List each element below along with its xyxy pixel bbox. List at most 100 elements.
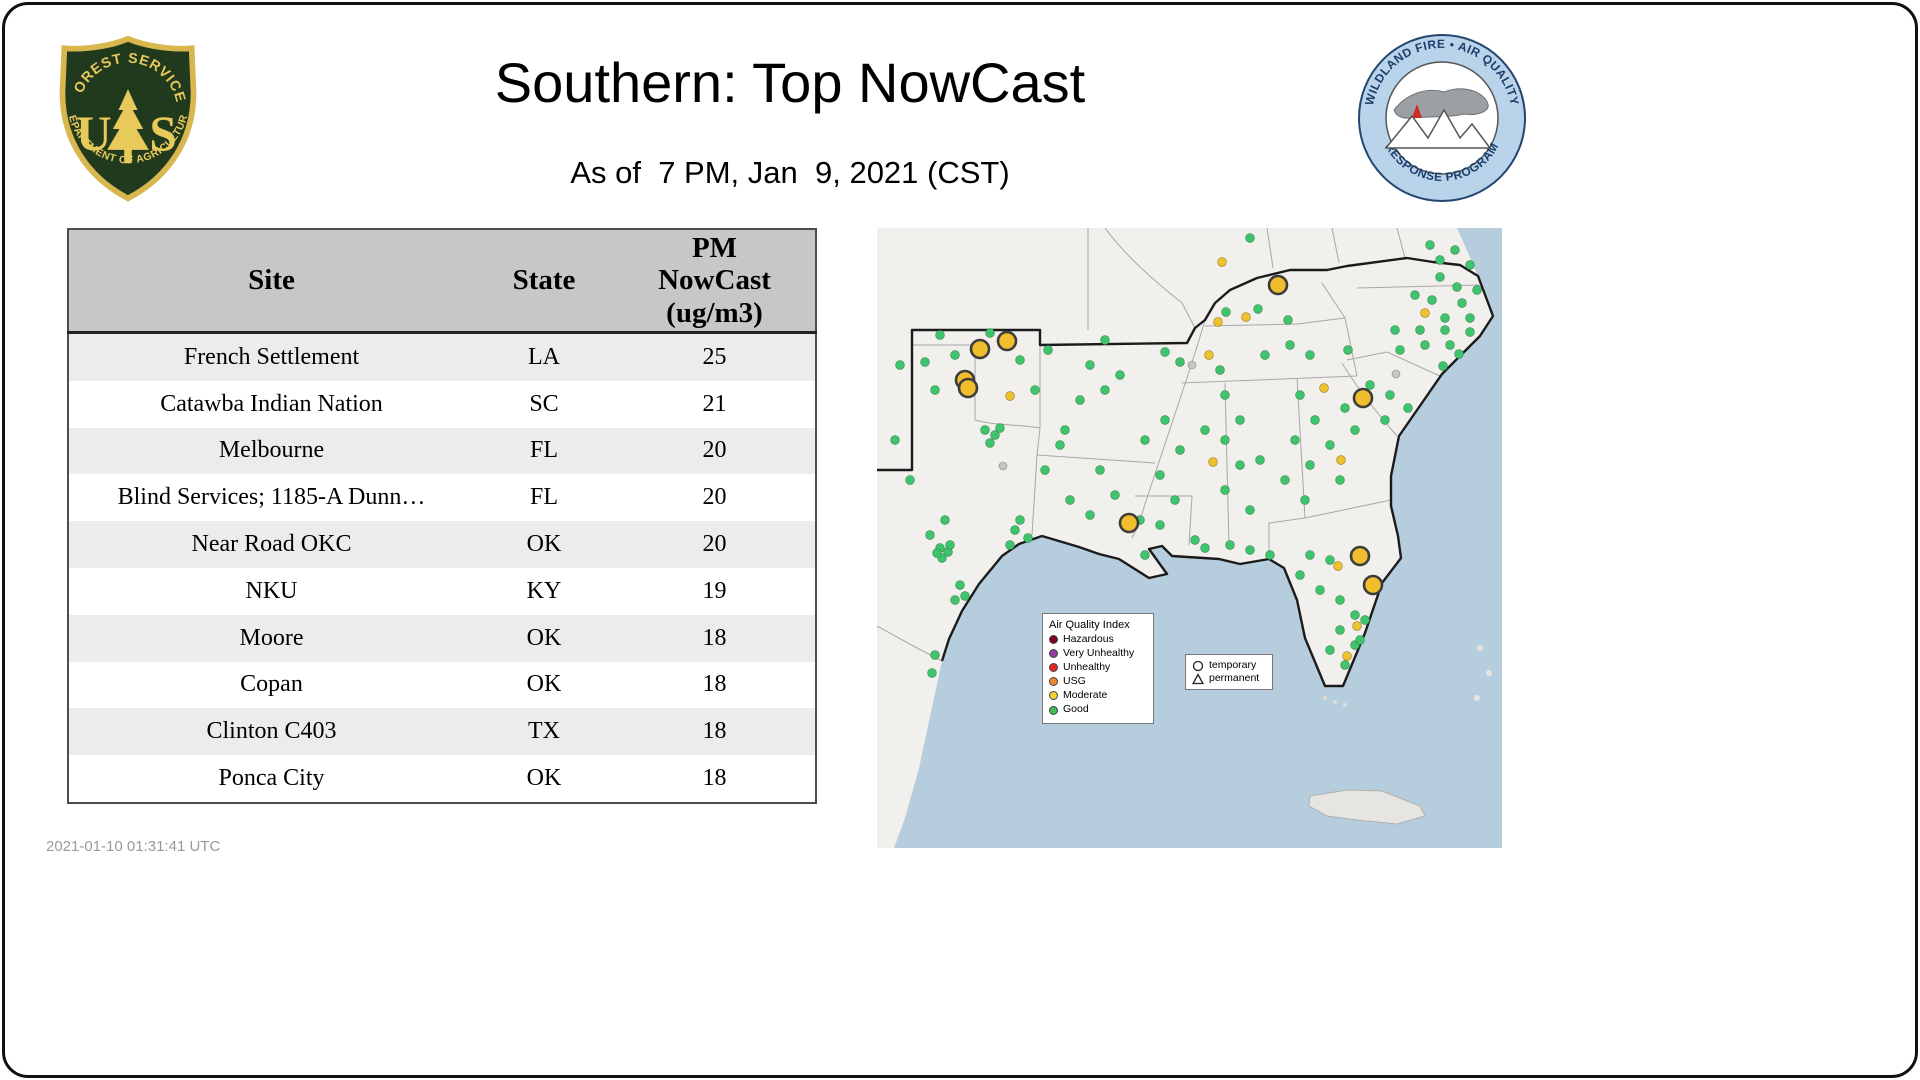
page-subtitle: As of 7 PM, Jan 9, 2021 (CST): [570, 155, 1010, 190]
cell-pm: 18: [702, 765, 727, 792]
site-marker-good: [1221, 307, 1231, 317]
site-marker-good: [1075, 395, 1085, 405]
cell-state: FL: [529, 484, 558, 511]
site-marker-good: [1380, 415, 1390, 425]
cell-state: KY: [526, 577, 562, 604]
site-marker-good: [1395, 345, 1405, 355]
florida-keys: [1323, 696, 1327, 700]
usfs-letter-u: U: [76, 106, 112, 161]
site-marker-good: [1290, 435, 1300, 445]
site-marker-good: [1438, 361, 1448, 371]
temporary-legend-row: temporary: [1192, 660, 1266, 672]
land: [877, 228, 1493, 848]
aqi-legend-label: Unhealthy: [1063, 661, 1111, 674]
cell-state: LA: [528, 343, 560, 370]
cell-site: French Settlement: [183, 343, 360, 370]
cell-pm: 25: [702, 343, 727, 370]
site-marker-good: [1245, 505, 1255, 515]
top-sites-table: Site State PM NowCast (ug/m3) French Set…: [67, 228, 817, 804]
site-marker-good: [1310, 415, 1320, 425]
aqi-legend-item: Hazardous: [1049, 633, 1147, 646]
site-marker-moderate: [1208, 457, 1218, 467]
mountains-graphic: [1384, 108, 1492, 149]
site-marker-good: [1215, 365, 1225, 375]
site-marker-good: [1220, 390, 1230, 400]
site-marker-good: [927, 668, 937, 678]
cell-site: Melbourne: [218, 437, 325, 464]
site-marker-top: [957, 377, 979, 399]
table-header-row: Site State PM NowCast (ug/m3): [68, 229, 816, 334]
cell-site: Ponca City: [218, 765, 325, 792]
site-marker-good: [895, 360, 905, 370]
site-marker-good: [1043, 345, 1053, 355]
site-marker-good: [1350, 425, 1360, 435]
site-marker-top: [1352, 387, 1374, 409]
site-marker-good: [1410, 290, 1420, 300]
usfs-logo: FOREST SERVICE U S DEPARTMENT OF AGRICUL…: [52, 34, 197, 202]
site-marker-good: [1355, 635, 1365, 645]
site-marker-good: [1200, 543, 1210, 553]
site-marker-good: [1445, 340, 1455, 350]
aqi-legend: Air Quality Index Hazardous Very Unhealth…: [1042, 613, 1154, 724]
site-marker-good: [1175, 445, 1185, 455]
usfs-letter-s: S: [149, 106, 176, 161]
col-header-state: State: [474, 229, 614, 334]
site-marker-good: [1265, 550, 1275, 560]
site-marker-good: [1255, 455, 1265, 465]
site-marker-moderate: [1319, 383, 1329, 393]
site-marker-good: [1452, 282, 1462, 292]
wfaqrp-logo: WILDLAND FIRE • AIR QUALITY RESPONSE PRO…: [1358, 34, 1526, 202]
table-row: Ponca City OK 18: [68, 755, 816, 803]
aqi-legend-item: Moderate: [1049, 690, 1147, 702]
site-marker-good: [1040, 465, 1050, 475]
site-marker-good: [925, 530, 935, 540]
aqi-legend-label: Moderate: [1063, 689, 1108, 702]
site-marker-nodata: [1391, 369, 1401, 379]
site-marker-good: [930, 385, 940, 395]
temporary-marker-icon: [1192, 660, 1204, 672]
site-marker-good: [1465, 260, 1475, 270]
aqi-color-dot: [1049, 691, 1058, 701]
site-marker-good: [1295, 570, 1305, 580]
site-marker-good: [1100, 385, 1110, 395]
site-marker-good: [1170, 495, 1180, 505]
site-marker-good: [1305, 550, 1315, 560]
table-row: Clinton C403 TX 18: [68, 708, 816, 756]
site-marker-good: [1415, 325, 1425, 335]
site-marker-good: [1325, 555, 1335, 565]
aqi-legend-items: Hazardous Very Unhealthy Unhealthy USG Moder…: [1049, 633, 1147, 716]
site-marker-good: [1335, 475, 1345, 485]
cell-site: Copan: [240, 671, 303, 698]
southeast-map: [877, 228, 1502, 848]
table-row: NKU KY 19: [68, 568, 816, 615]
site-marker-good: [1225, 540, 1235, 550]
site-marker-good: [1160, 347, 1170, 357]
cell-pm: 18: [702, 624, 727, 651]
site-marker-good: [1160, 415, 1170, 425]
site-marker-good: [1315, 585, 1325, 595]
site-marker-good: [1335, 625, 1345, 635]
aqi-legend-item: Very Unhealthy: [1049, 647, 1147, 660]
aqi-legend-label: Very Unhealthy: [1063, 647, 1135, 660]
cell-site: NKU: [245, 577, 298, 604]
temporary-label: temporary: [1209, 659, 1257, 672]
site-marker-top: [1118, 512, 1140, 534]
table-row: Moore OK 18: [68, 614, 816, 662]
table-row: Near Road OKC OK 20: [68, 521, 816, 568]
state-borders: [877, 228, 1481, 662]
cell-site: Blind Services; 1185-A Dunn…: [117, 484, 426, 511]
site-marker-good: [1220, 435, 1230, 445]
site-marker-good: [1440, 325, 1450, 335]
fire-graphic: [1412, 104, 1422, 118]
site-marker-good: [1085, 360, 1095, 370]
site-marker-top: [1349, 545, 1371, 567]
site-marker-good: [1403, 403, 1413, 413]
site-marker-good: [920, 357, 930, 367]
site-marker-good: [1253, 304, 1263, 314]
site-marker-good: [1005, 540, 1015, 550]
site-marker-good: [1340, 660, 1350, 670]
site-marker-good: [1175, 357, 1185, 367]
site-marker-moderate: [1217, 257, 1227, 267]
site-marker-good: [1343, 345, 1353, 355]
site-marker-good: [1435, 255, 1445, 265]
